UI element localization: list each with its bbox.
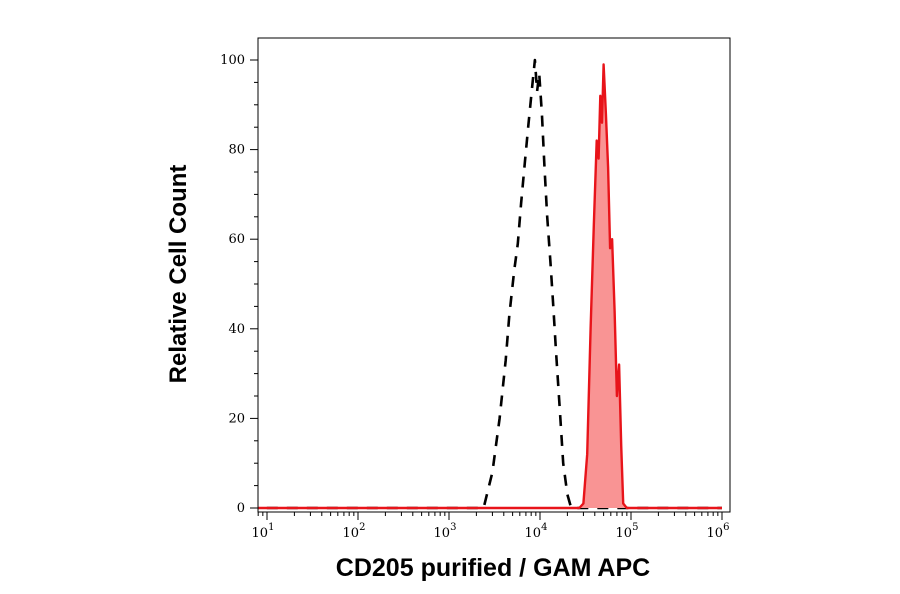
series-1-fill (258, 64, 722, 508)
plot-frame (257, 37, 731, 513)
series-1-line (258, 63, 722, 510)
y-tick-label: 80 (228, 143, 245, 158)
y-tick-label: 60 (228, 232, 245, 247)
y-tick-label: 40 (228, 322, 245, 337)
y-tick-label: 20 (228, 411, 245, 426)
x-tick-label: 106 (707, 522, 730, 541)
x-tick-label: 103 (434, 522, 457, 541)
x-tick-label: 104 (525, 522, 548, 541)
x-tick-label: 101 (252, 522, 275, 541)
y-tick-label: 100 (220, 53, 245, 68)
series-0-line (258, 58, 722, 510)
x-axis-title: CD205 purified / GAM APC (336, 554, 650, 582)
x-tick-label: 102 (343, 522, 366, 541)
y-tick-label: 0 (237, 501, 245, 516)
x-tick-label: 105 (616, 522, 639, 541)
y-axis-title: Relative Cell Count (165, 165, 192, 384)
